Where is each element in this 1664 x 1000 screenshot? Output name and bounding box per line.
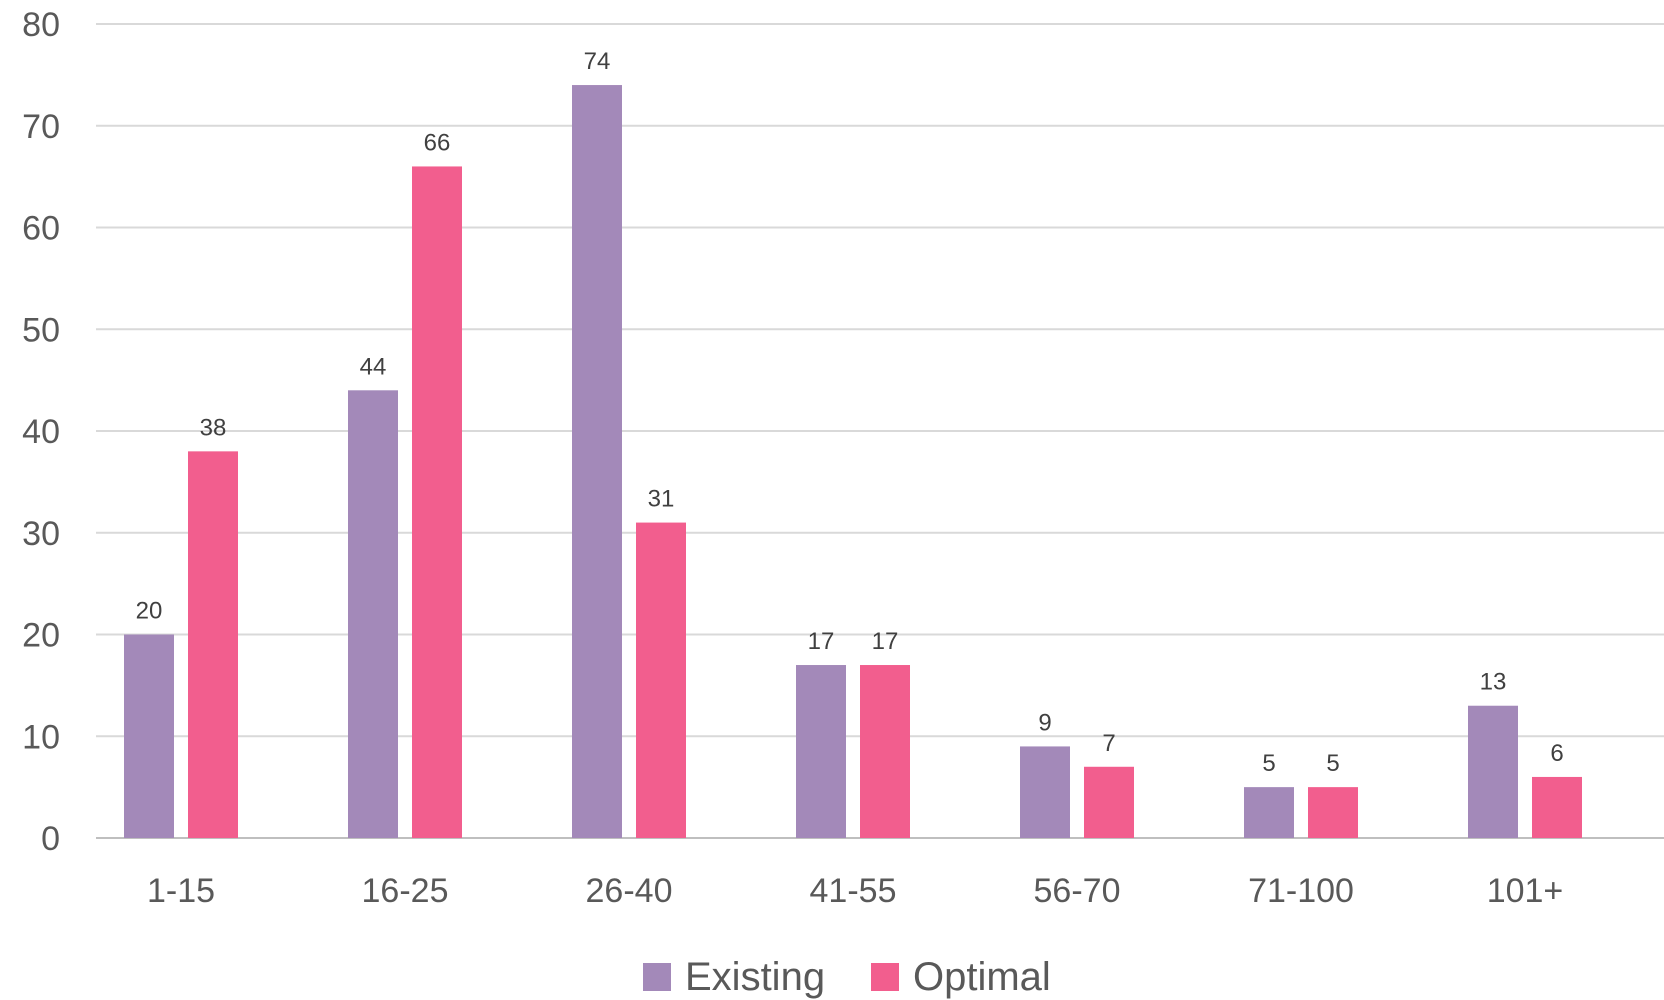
x-axis: 1-15 16-25 26-40 41-55 56-70 71-100 101+	[147, 872, 1563, 910]
bar-optimal-41-55	[860, 665, 910, 838]
data-labels: 20 38 44 66 74 31 17 17 9 7 5 5 13 6	[136, 48, 1564, 777]
data-label: 6	[1550, 740, 1563, 767]
y-tick-label: 60	[22, 210, 60, 248]
y-tick-label: 10	[22, 718, 60, 756]
y-tick-label: 0	[41, 820, 60, 858]
bar-existing-56-70	[1020, 746, 1070, 838]
y-tick-label: 50	[22, 311, 60, 349]
data-label: 5	[1262, 750, 1275, 777]
x-tick-label: 56-70	[1034, 872, 1121, 910]
y-tick-label: 30	[22, 515, 60, 553]
legend-label-existing: Existing	[685, 955, 825, 999]
x-tick-label: 1-15	[147, 872, 215, 910]
data-label: 17	[808, 628, 835, 655]
bar-optimal-101+	[1532, 776, 1582, 838]
bar-optimal-16-25	[412, 166, 462, 838]
data-label: 5	[1326, 750, 1339, 777]
x-tick-label: 26-40	[586, 872, 673, 910]
data-label: 66	[424, 129, 451, 156]
data-label: 7	[1102, 730, 1115, 757]
y-tick-label: 40	[22, 413, 60, 451]
bar-existing-71-100	[1244, 787, 1294, 838]
y-tick-label: 20	[22, 617, 60, 655]
data-label: 31	[648, 486, 675, 513]
bar-existing-41-55	[796, 665, 846, 838]
data-label: 13	[1480, 669, 1507, 696]
data-label: 74	[584, 48, 611, 75]
bar-existing-1-15	[124, 634, 174, 838]
data-label: 38	[200, 414, 227, 441]
data-label: 17	[872, 628, 899, 655]
legend-swatch-existing	[643, 963, 671, 991]
y-tick-label: 70	[22, 108, 60, 146]
legend: Existing Optimal	[643, 955, 1051, 999]
y-tick-label: 80	[22, 6, 60, 44]
data-label: 44	[360, 353, 387, 380]
bars	[124, 85, 1582, 839]
bar-optimal-1-15	[188, 451, 238, 838]
data-label: 20	[136, 598, 163, 625]
y-axis: 0 10 20 30 40 50 60 70 80	[22, 6, 60, 858]
legend-label-optimal: Optimal	[913, 955, 1051, 999]
data-label: 9	[1038, 709, 1051, 736]
x-tick-label: 71-100	[1248, 872, 1354, 910]
legend-swatch-optimal	[871, 963, 899, 991]
bar-existing-101+	[1468, 705, 1518, 838]
x-tick-label: 41-55	[810, 872, 897, 910]
x-tick-label: 101+	[1487, 872, 1564, 910]
bar-optimal-56-70	[1084, 766, 1134, 838]
bar-existing-16-25	[348, 390, 398, 838]
x-tick-label: 16-25	[362, 872, 449, 910]
bar-optimal-71-100	[1308, 787, 1358, 838]
bar-existing-26-40	[572, 85, 622, 839]
bar-optimal-26-40	[636, 522, 686, 838]
